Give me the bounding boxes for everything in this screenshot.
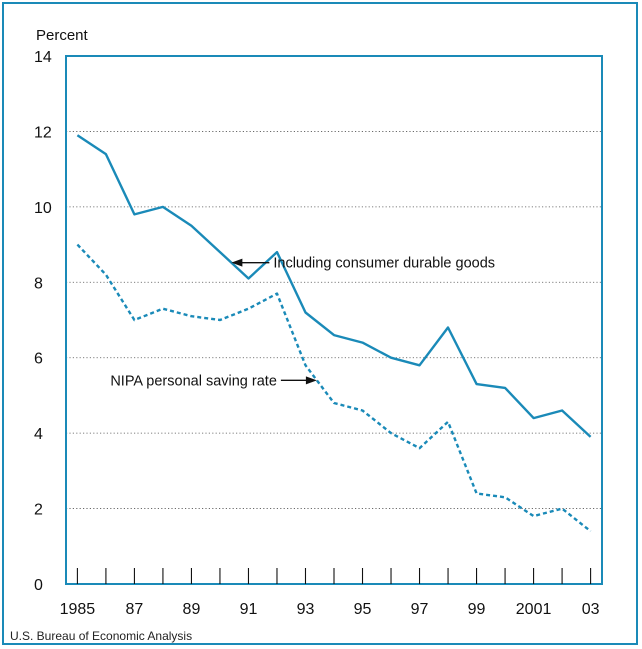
annotation-label-0: Including consumer durable goods (273, 256, 495, 272)
x-tick-label-87: 87 (126, 601, 144, 618)
axes (65, 55, 603, 585)
y-tick-label-10: 10 (34, 200, 52, 217)
y-tick-label-0: 0 (34, 577, 43, 594)
y-tick-label-6: 6 (34, 351, 43, 368)
y-tick-label-14: 14 (34, 49, 52, 66)
line-chart: 0 2 4 6 8 10 12 14 1985 87 89 91 93 95 97 99 2001 03 Perce… (10, 27, 603, 643)
series-line-0 (76, 134, 592, 438)
y-tick-label-12: 12 (34, 124, 52, 141)
x-tick-label-99: 99 (468, 601, 486, 618)
annotation-arrow-head-0 (231, 258, 243, 267)
x-tick-label-91: 91 (240, 601, 258, 618)
series-lines (76, 134, 592, 533)
y-tick-label-2: 2 (34, 502, 43, 519)
source-note: U.S. Bureau of Economic Analysis (10, 629, 192, 643)
gridlines (66, 131, 602, 509)
x-tick-label-2001: 2001 (516, 601, 552, 618)
y-axis-label: Percent (36, 27, 89, 44)
labels: 0 2 4 6 8 10 12 14 1985 87 89 91 93 95 97 99 2001 03 Perce… (10, 27, 600, 643)
series-line-1 (76, 243, 592, 533)
x-tick-label-95: 95 (354, 601, 372, 618)
x-tick-label-93: 93 (297, 601, 315, 618)
x-tick-label-97: 97 (411, 601, 429, 618)
y-tick-label-8: 8 (34, 275, 43, 292)
y-tick-label-4: 4 (34, 426, 43, 443)
x-tick-label-1985: 1985 (60, 601, 96, 618)
x-tick-label-89: 89 (183, 601, 201, 618)
annotation-arrow-head-1 (305, 376, 317, 385)
annotation-label-1: NIPA personal saving rate (110, 373, 277, 389)
x-tick-label-03: 03 (582, 601, 600, 618)
plot-border (65, 55, 603, 585)
